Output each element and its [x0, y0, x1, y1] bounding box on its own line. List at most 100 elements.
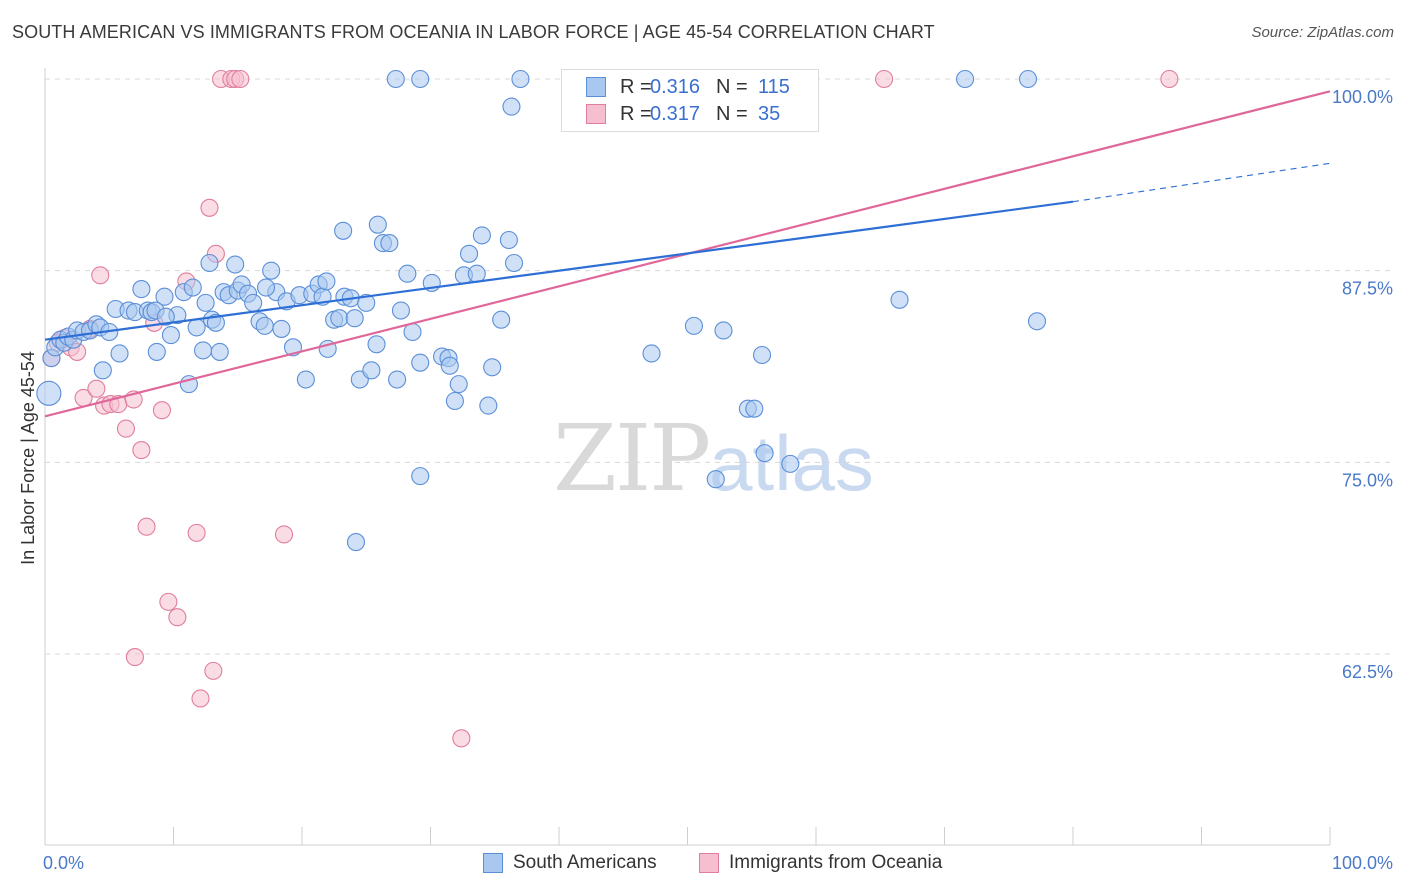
legend-swatch-blue [586, 77, 606, 97]
data-point-south-americans [388, 370, 407, 389]
axes [44, 68, 1331, 846]
series-legend: South Americans Immigrants from Oceania [0, 852, 1406, 878]
legend-r-value: 0.316 [650, 75, 701, 98]
data-point-south-americans [155, 287, 174, 306]
data-point-oceania [452, 729, 471, 748]
data-point-south-americans [1027, 312, 1047, 331]
data-point-south-americans [380, 234, 399, 253]
data-point-south-americans [200, 253, 219, 273]
data-point-south-americans [714, 321, 733, 340]
legend-r-value: 0.317 [650, 102, 701, 125]
data-point-south-americans [110, 344, 129, 363]
data-point-south-americans [499, 230, 518, 250]
data-point-south-americans [459, 244, 479, 263]
legend-n-value: 115 [758, 75, 790, 98]
data-point-oceania [137, 517, 156, 536]
data-point-south-americans [226, 255, 245, 274]
grid [45, 78, 1395, 655]
data-point-oceania [152, 401, 171, 420]
data-point-south-americans [255, 316, 274, 335]
watermark: ZIPatlas [553, 405, 874, 512]
data-point-oceania [875, 69, 894, 89]
data-point-south-americans [449, 375, 468, 394]
data-point-south-americans [492, 310, 511, 329]
stats-legend: R = 0.316 N = 115 R = 0.317 N = 35 [561, 69, 819, 132]
data-point-south-americans [244, 293, 263, 312]
data-point-south-americans [467, 264, 486, 283]
data-point-oceania [125, 648, 144, 667]
legend-n-label: N = [716, 75, 748, 98]
legend-label-oceania: Immigrants from Oceania [729, 852, 943, 873]
legend-row-south-americans: R = 0.316 N = 115 [586, 75, 790, 99]
data-point-south-americans [147, 342, 166, 361]
legend-label-south-americans: South Americans [513, 852, 657, 873]
data-point-south-americans [210, 342, 229, 361]
data-point-south-americans [156, 307, 175, 326]
data-point-oceania [187, 523, 206, 542]
data-point-south-americans [386, 69, 405, 89]
series-south-americans-points [36, 69, 1047, 552]
data-point-south-americans [93, 361, 112, 380]
legend-swatch-blue [483, 853, 503, 873]
legend-swatch-pink [586, 104, 606, 124]
data-point-south-americans [755, 444, 774, 463]
data-point-south-americans [781, 454, 800, 473]
data-point-south-americans [132, 280, 151, 299]
data-point-south-americans [334, 221, 353, 240]
chart-title: SOUTH AMERICAN VS IMMIGRANTS FROM OCEANI… [12, 22, 935, 42]
legend-r-label: R = [620, 102, 652, 125]
trend-line-south-americans-extension [1072, 162, 1331, 203]
data-point-south-americans [511, 69, 530, 89]
trend-line-south-americans [44, 200, 1074, 341]
data-point-south-americans [472, 226, 491, 245]
data-point-south-americans [367, 335, 386, 354]
data-point-south-americans [479, 396, 498, 415]
data-point-south-americans [745, 399, 764, 418]
data-point-south-americans [357, 293, 376, 312]
tick-labels: 62.5% 75.0% 87.5% 100.0% 0.0% 100.0% [43, 87, 1393, 873]
data-point-south-americans [183, 278, 202, 297]
data-point-oceania [191, 689, 210, 708]
data-point-south-americans [262, 261, 281, 280]
data-point-south-americans [684, 316, 703, 335]
data-point-south-americans [411, 353, 430, 372]
data-point-south-americans [296, 370, 315, 389]
data-point-south-americans [194, 341, 213, 360]
data-point-south-americans [411, 467, 430, 486]
data-point-south-americans [272, 319, 291, 338]
legend-n-label: N = [716, 102, 748, 125]
data-point-south-americans [330, 309, 349, 328]
data-point-oceania [1160, 69, 1179, 89]
watermark-zip: ZIP [553, 405, 711, 512]
data-point-oceania [168, 608, 187, 627]
legend-item-oceania[interactable]: Immigrants from Oceania [699, 852, 942, 874]
x-tick-label: 0.0% [43, 853, 84, 873]
data-point-south-americans [345, 309, 364, 328]
data-point-south-americans [368, 215, 387, 234]
y-axis-label: In Labor Force | Age 45-54 [18, 351, 38, 565]
legend-swatch-pink [699, 853, 719, 873]
legend-n-value: 35 [758, 102, 781, 125]
data-point-oceania [116, 419, 136, 438]
data-point-oceania [159, 592, 178, 611]
data-point-south-americans [504, 253, 524, 273]
data-point-south-americans [161, 326, 180, 345]
data-point-south-americans [445, 391, 464, 411]
data-point-south-americans [391, 301, 410, 320]
data-point-oceania [231, 69, 250, 89]
data-point-south-americans [346, 533, 366, 552]
data-point-south-americans [706, 470, 725, 489]
data-point-south-americans [411, 69, 430, 89]
trend-lines [44, 90, 1331, 418]
y-tick-label: 87.5% [1342, 279, 1393, 299]
y-tick-label: 75.0% [1342, 470, 1393, 490]
data-point-oceania [204, 661, 223, 680]
data-point-south-americans [890, 290, 909, 309]
data-point-south-americans [196, 293, 215, 312]
source-label: Source: ZipAtlas.com [1251, 24, 1394, 41]
data-point-oceania [87, 379, 106, 398]
data-point-south-americans [1018, 69, 1038, 89]
data-point-oceania [200, 198, 219, 217]
legend-item-south-americans[interactable]: South Americans [483, 852, 657, 874]
